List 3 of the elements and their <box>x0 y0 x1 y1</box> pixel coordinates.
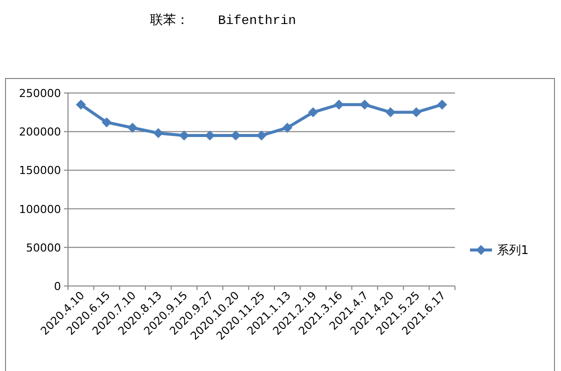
subtitle: Bifenthrin <box>218 13 296 28</box>
title: 联苯： <box>150 13 189 28</box>
legend-label: 系列1 <box>497 243 529 257</box>
